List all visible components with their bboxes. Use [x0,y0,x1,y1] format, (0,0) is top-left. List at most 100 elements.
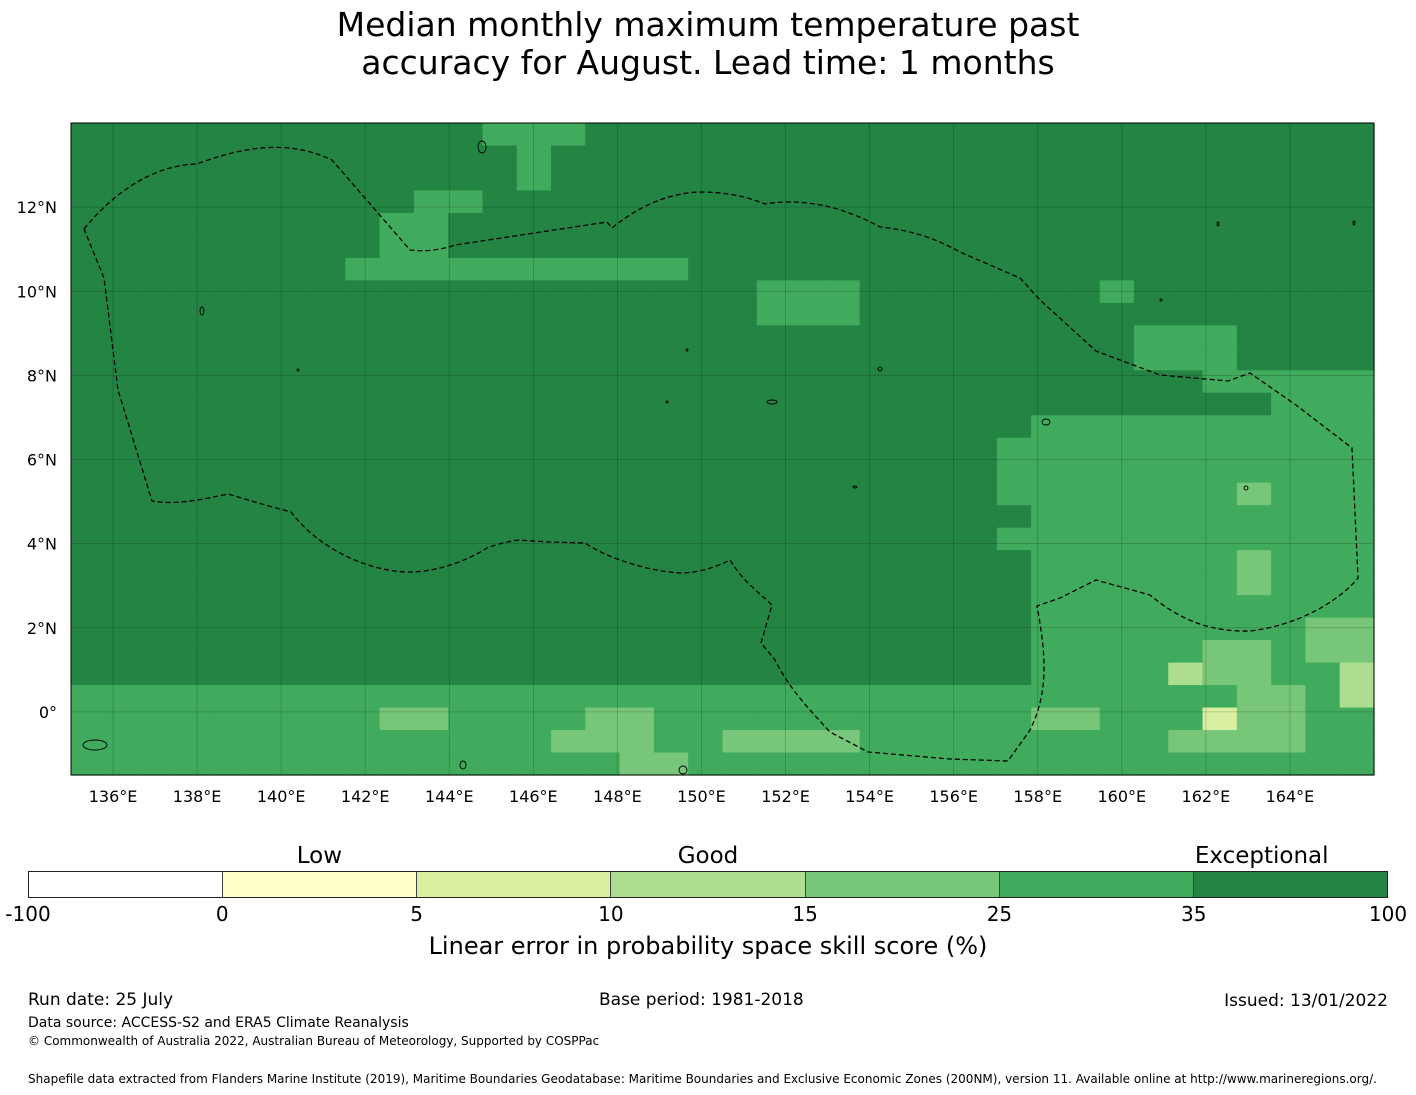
grid-cell [311,482,346,506]
grid-cell [1202,572,1238,596]
grid-cell [173,212,209,237]
grid-cell [413,325,449,349]
grid-cell [345,685,381,709]
grid-cell [756,595,792,619]
colorbar-tick: 100 [1368,902,1408,926]
grid-cell [619,145,655,169]
grid-cell [928,640,964,664]
grid-cell [653,527,689,551]
grid-cell [722,190,758,214]
grid-cell [859,325,895,349]
grid-cell [1202,685,1238,709]
grid-cell [688,280,724,304]
grid-cell [825,617,861,641]
grid-cell [173,617,209,641]
grid-cell [71,370,106,394]
grid-cell [311,123,346,147]
grid-cell [482,325,518,349]
title-line-2: accuracy for August. Lead time: 1 months [361,43,1055,82]
grid-cell [448,370,484,394]
copyright: © Commonwealth of Australia 2022, Austra… [28,1034,600,1048]
grid-cell [345,235,381,259]
grid-cell [71,415,106,439]
grid-cell [242,527,278,551]
grid-cell [585,730,621,754]
grid-cell [242,550,278,574]
grid-cell [688,572,724,596]
grid-cell [1133,707,1169,731]
grid-cell [1305,415,1341,439]
grid-cell [1133,482,1169,506]
grid-cell [825,415,861,439]
grid-cell [1202,325,1238,349]
grid-cell [928,437,964,461]
grid-cell [208,280,244,304]
graticule [71,123,1374,775]
lon-tick-label: 144°E [425,787,474,806]
grid-cell [1271,190,1307,214]
grid-cell [482,392,518,416]
grid-cell [585,123,621,147]
grid-cell [413,572,449,596]
grid-cell [482,460,518,484]
grid-cell [791,437,826,461]
grid-cell [1168,145,1204,169]
grid-cell [928,415,964,439]
grid-cell [722,707,758,731]
grid-cell [585,662,621,686]
colorbar-category: Good [677,843,739,869]
grid-cell [791,527,826,551]
grid-cell [893,707,929,731]
grid-cell [619,212,655,237]
grid-cell [722,370,758,394]
grid-cell [962,685,998,709]
grid-cell [1236,460,1272,484]
grid-cell [242,302,278,326]
grid-cell [516,752,552,776]
grid-cell [1202,302,1238,326]
grid-cell [482,482,518,506]
grid-cell [1271,257,1307,281]
grid-cell [893,325,929,349]
grid-cell [962,415,998,439]
grid-cell [242,460,278,484]
grid-cell [1133,370,1169,394]
grid-cell [379,640,415,664]
grid-cell [1133,190,1169,214]
grid-cell [962,302,998,326]
grid-cell [71,482,106,506]
grid-cell [516,302,552,326]
grid-cell [1236,505,1272,529]
grid-cell [928,550,964,574]
grid-cell [345,167,381,192]
island-outline [665,400,669,404]
grid-cell [1168,347,1204,371]
grid-cell [482,505,518,529]
grid-cell [1236,257,1272,281]
grid-cell [379,437,415,461]
grid-cell [1305,730,1341,754]
grid-cell [1236,527,1272,551]
grid-cell [242,257,278,281]
grid-cell [1202,527,1238,551]
grid-cell [482,707,518,731]
grid-cell [1133,527,1169,551]
grid-cell [1065,347,1101,371]
grid-cell [1133,415,1169,439]
grid-cell [688,527,724,551]
grid-cell [653,460,689,484]
grid-cell [208,235,244,259]
grid-cell [893,145,929,169]
grid-cell [379,392,415,416]
grid-cell [105,640,141,664]
grid-cell [859,572,895,596]
grid-cell [653,280,689,304]
grid-cell [756,325,792,349]
grid-cell [448,685,484,709]
grid-cell [825,527,861,551]
grid-cell [551,617,586,641]
grid-cell [448,482,484,506]
grid-cell [413,527,449,551]
grid-cell [516,257,552,281]
grid-cell [448,595,484,619]
